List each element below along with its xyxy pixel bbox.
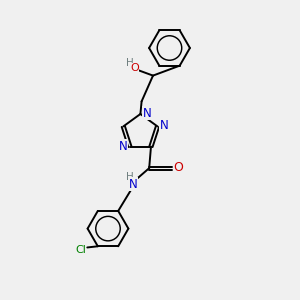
Text: H: H	[126, 58, 134, 68]
Text: N: N	[119, 140, 128, 153]
Text: H: H	[126, 172, 134, 182]
Text: O: O	[174, 161, 184, 174]
Text: N: N	[160, 119, 169, 132]
Text: N: N	[142, 107, 152, 120]
Text: Cl: Cl	[75, 245, 86, 255]
Text: O: O	[130, 63, 139, 74]
Text: N: N	[129, 178, 138, 190]
